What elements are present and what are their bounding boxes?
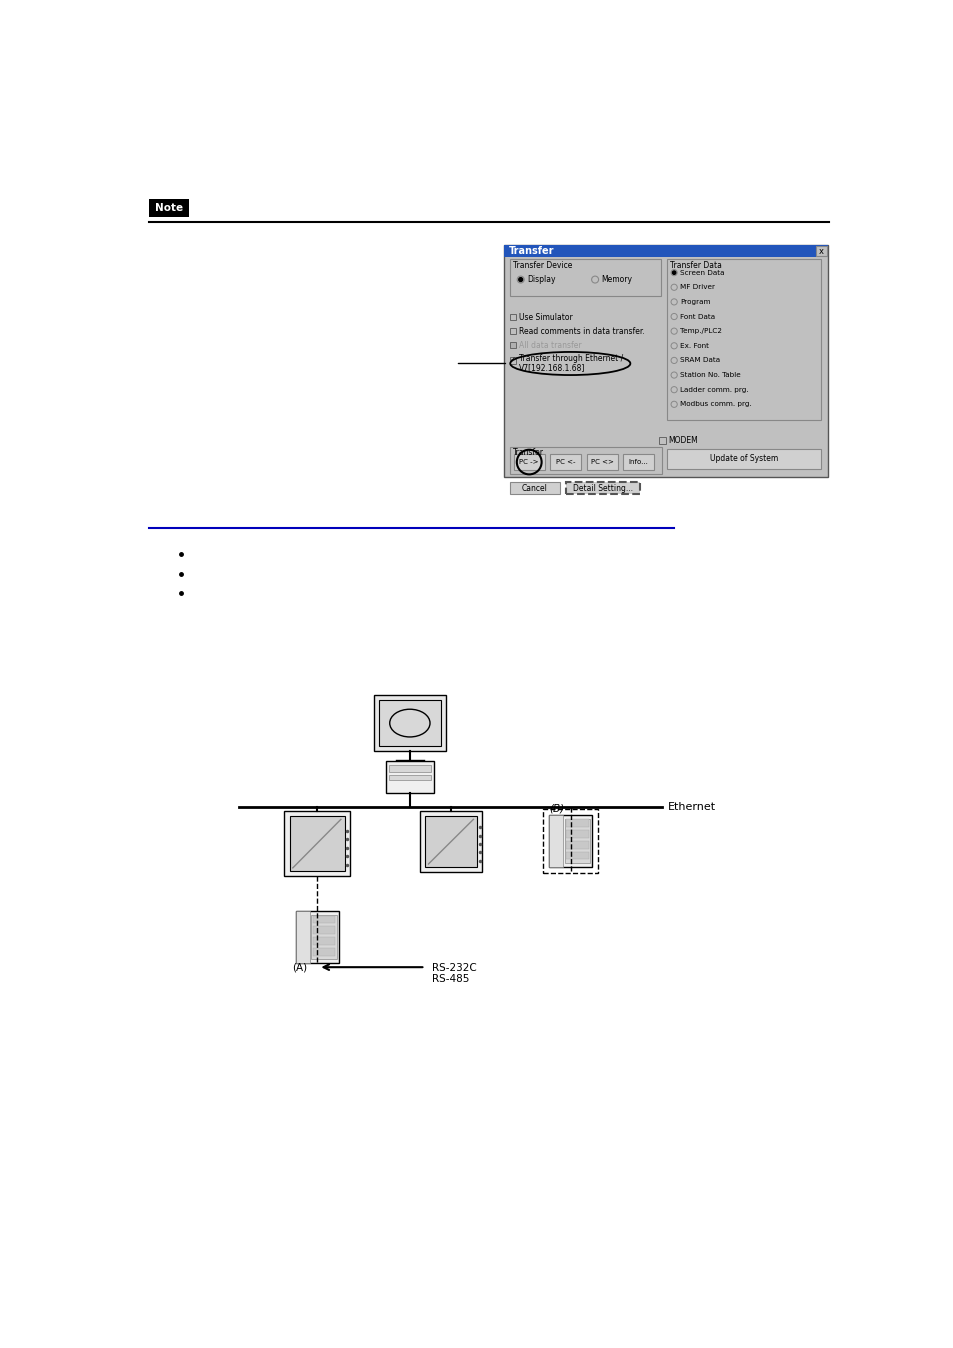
FancyBboxPatch shape (509, 446, 661, 474)
FancyBboxPatch shape (513, 454, 544, 469)
FancyBboxPatch shape (295, 911, 338, 964)
Text: Transfer: Transfer (509, 247, 554, 256)
Text: Transfer: Transfer (513, 448, 543, 457)
FancyBboxPatch shape (295, 911, 310, 964)
Text: PC <-: PC <- (556, 460, 575, 465)
FancyBboxPatch shape (666, 449, 820, 469)
Text: Use Simulator: Use Simulator (518, 313, 573, 322)
Text: x: x (818, 247, 823, 256)
Text: Info...: Info... (628, 460, 648, 465)
FancyBboxPatch shape (550, 454, 580, 469)
FancyBboxPatch shape (374, 696, 445, 751)
FancyBboxPatch shape (378, 700, 440, 747)
Text: All data transfer: All data transfer (518, 341, 581, 349)
FancyBboxPatch shape (666, 259, 820, 421)
FancyBboxPatch shape (509, 259, 660, 295)
Text: Screen Data: Screen Data (679, 270, 724, 275)
FancyBboxPatch shape (549, 814, 592, 867)
FancyBboxPatch shape (509, 314, 516, 321)
Text: (A): (A) (293, 962, 307, 972)
FancyBboxPatch shape (509, 357, 516, 364)
FancyBboxPatch shape (622, 454, 654, 469)
FancyBboxPatch shape (566, 830, 588, 838)
Text: Ex. Font: Ex. Font (679, 342, 709, 349)
FancyBboxPatch shape (586, 454, 617, 469)
Text: PC <>: PC <> (590, 460, 613, 465)
FancyBboxPatch shape (566, 483, 639, 495)
Circle shape (672, 271, 675, 275)
FancyBboxPatch shape (385, 760, 434, 793)
FancyBboxPatch shape (566, 852, 588, 860)
FancyBboxPatch shape (290, 817, 344, 871)
FancyBboxPatch shape (389, 775, 431, 780)
FancyBboxPatch shape (313, 948, 335, 956)
Text: Modbus comm. prg.: Modbus comm. prg. (679, 402, 751, 407)
FancyBboxPatch shape (313, 915, 335, 923)
Text: Detail Setting...: Detail Setting... (573, 484, 633, 493)
Circle shape (518, 278, 522, 282)
Ellipse shape (390, 709, 430, 737)
Text: Ladder comm. prg.: Ladder comm. prg. (679, 387, 748, 392)
Text: SRAM Data: SRAM Data (679, 357, 720, 364)
Text: Read comments in data transfer.: Read comments in data transfer. (518, 326, 644, 336)
FancyBboxPatch shape (549, 814, 562, 867)
Text: V7[192.168.1.68]: V7[192.168.1.68] (518, 364, 585, 372)
FancyBboxPatch shape (313, 937, 335, 945)
Text: Transfer through Ethernet /: Transfer through Ethernet / (518, 355, 622, 364)
FancyBboxPatch shape (313, 926, 335, 934)
FancyBboxPatch shape (566, 841, 588, 849)
Text: MF Driver: MF Driver (679, 284, 715, 290)
Text: Station No. Table: Station No. Table (679, 372, 740, 377)
FancyBboxPatch shape (419, 811, 481, 872)
FancyBboxPatch shape (389, 766, 431, 771)
Text: ✓: ✓ (510, 357, 516, 364)
Text: Font Data: Font Data (679, 314, 715, 319)
Text: Temp./PLC2: Temp./PLC2 (679, 328, 721, 334)
Text: Update of System: Update of System (709, 454, 778, 464)
Text: PC ->: PC -> (519, 460, 538, 465)
Text: RS-232C
RS-485: RS-232C RS-485 (431, 962, 476, 984)
FancyBboxPatch shape (504, 245, 827, 257)
Text: Ethernet: Ethernet (667, 802, 716, 811)
Text: Program: Program (679, 299, 710, 305)
FancyBboxPatch shape (815, 247, 826, 256)
Text: Memory: Memory (600, 275, 632, 284)
FancyBboxPatch shape (659, 437, 665, 443)
FancyBboxPatch shape (504, 245, 827, 477)
Text: MODEM: MODEM (668, 435, 698, 445)
FancyBboxPatch shape (425, 817, 476, 867)
Text: (B): (B) (549, 803, 564, 814)
FancyBboxPatch shape (509, 342, 516, 348)
FancyBboxPatch shape (311, 915, 336, 960)
FancyBboxPatch shape (509, 483, 559, 495)
Text: Transfer Device: Transfer Device (513, 262, 572, 270)
FancyBboxPatch shape (509, 328, 516, 334)
FancyBboxPatch shape (284, 811, 350, 876)
Text: Display: Display (526, 275, 555, 284)
FancyBboxPatch shape (564, 818, 590, 863)
FancyBboxPatch shape (149, 198, 189, 217)
Text: Cancel: Cancel (521, 484, 547, 493)
FancyBboxPatch shape (566, 820, 588, 828)
Text: Transfer Data: Transfer Data (670, 262, 721, 270)
Text: Note: Note (154, 204, 183, 213)
